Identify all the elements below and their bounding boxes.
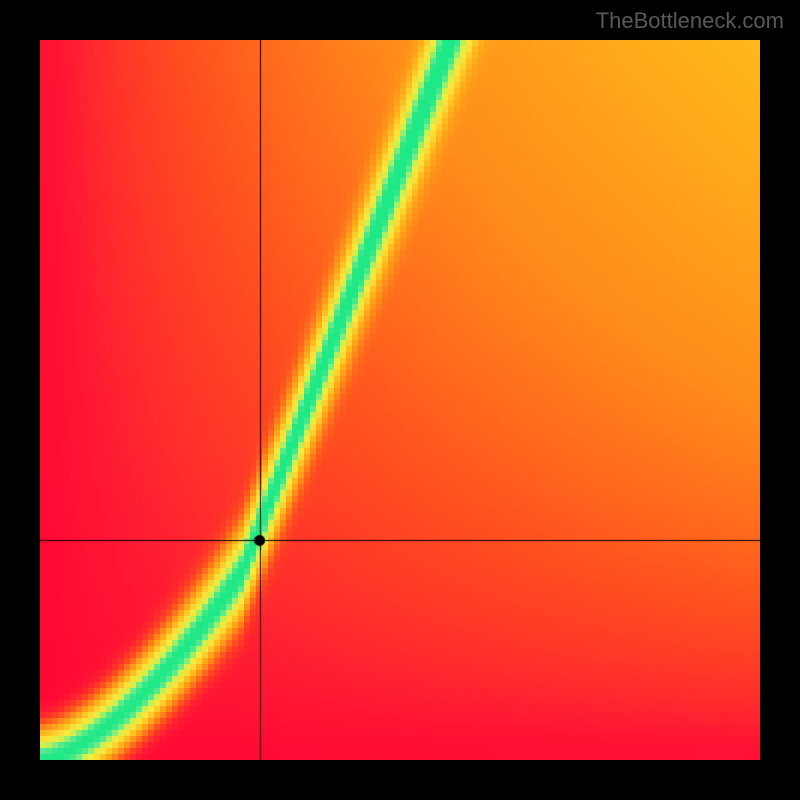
crosshair-overlay [40, 40, 760, 760]
watermark-text: TheBottleneck.com [596, 8, 784, 34]
chart-container: TheBottleneck.com [0, 0, 800, 800]
